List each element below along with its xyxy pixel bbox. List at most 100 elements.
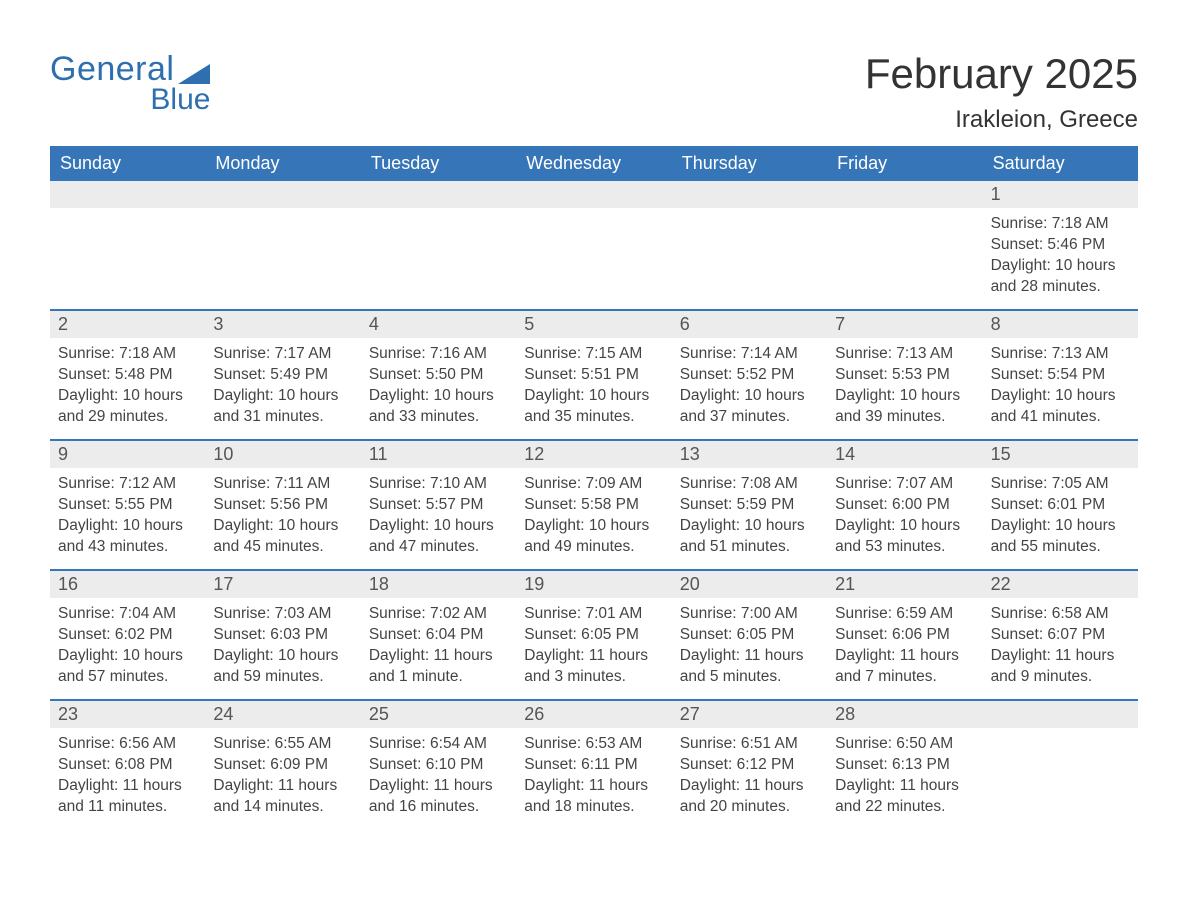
brand-blue-text: Blue [140, 83, 210, 117]
day-number [50, 181, 205, 208]
sunrise-text: Sunrise: 7:14 AM [680, 344, 819, 365]
day-body: Sunrise: 6:56 AMSunset: 6:08 PMDaylight:… [50, 728, 205, 826]
day-cell: 16Sunrise: 7:04 AMSunset: 6:02 PMDayligh… [50, 571, 205, 699]
sunset-text: Sunset: 6:11 PM [524, 755, 663, 776]
day-body: Sunrise: 7:17 AMSunset: 5:49 PMDaylight:… [205, 338, 360, 436]
day-body: Sunrise: 7:15 AMSunset: 5:51 PMDaylight:… [516, 338, 671, 436]
sunrise-text: Sunrise: 7:04 AM [58, 604, 197, 625]
day-number: 10 [205, 441, 360, 468]
day-body: Sunrise: 7:10 AMSunset: 5:57 PMDaylight:… [361, 468, 516, 566]
daylight-text: Daylight: 10 hours and 28 minutes. [991, 256, 1130, 298]
sunrise-text: Sunrise: 6:58 AM [991, 604, 1130, 625]
day-body: Sunrise: 6:58 AMSunset: 6:07 PMDaylight:… [983, 598, 1138, 696]
day-number: 22 [983, 571, 1138, 598]
day-number: 14 [827, 441, 982, 468]
day-body: Sunrise: 7:00 AMSunset: 6:05 PMDaylight:… [672, 598, 827, 696]
day-number: 24 [205, 701, 360, 728]
location-subtitle: Irakleion, Greece [865, 106, 1138, 134]
day-body: Sunrise: 6:59 AMSunset: 6:06 PMDaylight:… [827, 598, 982, 696]
day-number [827, 181, 982, 208]
sunset-text: Sunset: 5:50 PM [369, 365, 508, 386]
sunrise-text: Sunrise: 7:16 AM [369, 344, 508, 365]
day-body: Sunrise: 7:11 AMSunset: 5:56 PMDaylight:… [205, 468, 360, 566]
day-number: 8 [983, 311, 1138, 338]
sunset-text: Sunset: 5:54 PM [991, 365, 1130, 386]
day-cell: 5Sunrise: 7:15 AMSunset: 5:51 PMDaylight… [516, 311, 671, 439]
weekday-header: Tuesday [361, 146, 516, 181]
sunrise-text: Sunrise: 6:55 AM [213, 734, 352, 755]
daylight-text: Daylight: 10 hours and 37 minutes. [680, 386, 819, 428]
day-cell: 2Sunrise: 7:18 AMSunset: 5:48 PMDaylight… [50, 311, 205, 439]
sunrise-text: Sunrise: 7:13 AM [835, 344, 974, 365]
day-number: 26 [516, 701, 671, 728]
day-cell: 24Sunrise: 6:55 AMSunset: 6:09 PMDayligh… [205, 701, 360, 829]
sunset-text: Sunset: 6:05 PM [524, 625, 663, 646]
sunset-text: Sunset: 5:51 PM [524, 365, 663, 386]
day-cell: 22Sunrise: 6:58 AMSunset: 6:07 PMDayligh… [983, 571, 1138, 699]
sunset-text: Sunset: 6:08 PM [58, 755, 197, 776]
daylight-text: Daylight: 10 hours and 33 minutes. [369, 386, 508, 428]
sunset-text: Sunset: 6:03 PM [213, 625, 352, 646]
daylight-text: Daylight: 11 hours and 7 minutes. [835, 646, 974, 688]
day-number: 9 [50, 441, 205, 468]
day-number: 12 [516, 441, 671, 468]
sunrise-text: Sunrise: 7:07 AM [835, 474, 974, 495]
day-body: Sunrise: 7:18 AMSunset: 5:46 PMDaylight:… [983, 208, 1138, 306]
day-number: 4 [361, 311, 516, 338]
day-cell: 7Sunrise: 7:13 AMSunset: 5:53 PMDaylight… [827, 311, 982, 439]
calendar-week-row: 2Sunrise: 7:18 AMSunset: 5:48 PMDaylight… [50, 309, 1138, 439]
sunrise-text: Sunrise: 6:50 AM [835, 734, 974, 755]
day-number: 1 [983, 181, 1138, 208]
daylight-text: Daylight: 10 hours and 31 minutes. [213, 386, 352, 428]
sunset-text: Sunset: 6:01 PM [991, 495, 1130, 516]
day-body: Sunrise: 7:05 AMSunset: 6:01 PMDaylight:… [983, 468, 1138, 566]
sunset-text: Sunset: 5:59 PM [680, 495, 819, 516]
day-cell: 15Sunrise: 7:05 AMSunset: 6:01 PMDayligh… [983, 441, 1138, 569]
day-cell: 9Sunrise: 7:12 AMSunset: 5:55 PMDaylight… [50, 441, 205, 569]
day-number: 6 [672, 311, 827, 338]
daylight-text: Daylight: 11 hours and 5 minutes. [680, 646, 819, 688]
day-cell: 11Sunrise: 7:10 AMSunset: 5:57 PMDayligh… [361, 441, 516, 569]
day-body: Sunrise: 7:04 AMSunset: 6:02 PMDaylight:… [50, 598, 205, 696]
brand-logo: General Blue [50, 50, 210, 117]
day-number: 16 [50, 571, 205, 598]
daylight-text: Daylight: 11 hours and 20 minutes. [680, 776, 819, 818]
sunset-text: Sunset: 6:02 PM [58, 625, 197, 646]
day-body: Sunrise: 7:14 AMSunset: 5:52 PMDaylight:… [672, 338, 827, 436]
sunrise-text: Sunrise: 6:59 AM [835, 604, 974, 625]
calendar-week-row: 9Sunrise: 7:12 AMSunset: 5:55 PMDaylight… [50, 439, 1138, 569]
day-body: Sunrise: 7:07 AMSunset: 6:00 PMDaylight:… [827, 468, 982, 566]
daylight-text: Daylight: 10 hours and 51 minutes. [680, 516, 819, 558]
weekday-header: Wednesday [516, 146, 671, 181]
day-cell: 14Sunrise: 7:07 AMSunset: 6:00 PMDayligh… [827, 441, 982, 569]
sunrise-text: Sunrise: 7:10 AM [369, 474, 508, 495]
calendar-week-row: 1Sunrise: 7:18 AMSunset: 5:46 PMDaylight… [50, 181, 1138, 309]
daylight-text: Daylight: 10 hours and 45 minutes. [213, 516, 352, 558]
day-number: 3 [205, 311, 360, 338]
day-cell: 10Sunrise: 7:11 AMSunset: 5:56 PMDayligh… [205, 441, 360, 569]
sunrise-text: Sunrise: 7:08 AM [680, 474, 819, 495]
sunrise-text: Sunrise: 7:00 AM [680, 604, 819, 625]
sunrise-text: Sunrise: 7:12 AM [58, 474, 197, 495]
day-number [361, 181, 516, 208]
day-cell: 13Sunrise: 7:08 AMSunset: 5:59 PMDayligh… [672, 441, 827, 569]
day-cell: 18Sunrise: 7:02 AMSunset: 6:04 PMDayligh… [361, 571, 516, 699]
day-cell [516, 181, 671, 309]
sunset-text: Sunset: 5:57 PM [369, 495, 508, 516]
sunset-text: Sunset: 6:13 PM [835, 755, 974, 776]
daylight-text: Daylight: 11 hours and 16 minutes. [369, 776, 508, 818]
day-cell: 12Sunrise: 7:09 AMSunset: 5:58 PMDayligh… [516, 441, 671, 569]
daylight-text: Daylight: 11 hours and 14 minutes. [213, 776, 352, 818]
day-cell: 1Sunrise: 7:18 AMSunset: 5:46 PMDaylight… [983, 181, 1138, 309]
day-body: Sunrise: 6:53 AMSunset: 6:11 PMDaylight:… [516, 728, 671, 826]
sunrise-text: Sunrise: 7:18 AM [58, 344, 197, 365]
daylight-text: Daylight: 10 hours and 39 minutes. [835, 386, 974, 428]
day-number: 27 [672, 701, 827, 728]
day-number: 25 [361, 701, 516, 728]
calendar-week-row: 23Sunrise: 6:56 AMSunset: 6:08 PMDayligh… [50, 699, 1138, 829]
sunset-text: Sunset: 6:10 PM [369, 755, 508, 776]
day-cell: 17Sunrise: 7:03 AMSunset: 6:03 PMDayligh… [205, 571, 360, 699]
weekday-header: Sunday [50, 146, 205, 181]
weekday-header: Friday [827, 146, 982, 181]
sunset-text: Sunset: 6:00 PM [835, 495, 974, 516]
